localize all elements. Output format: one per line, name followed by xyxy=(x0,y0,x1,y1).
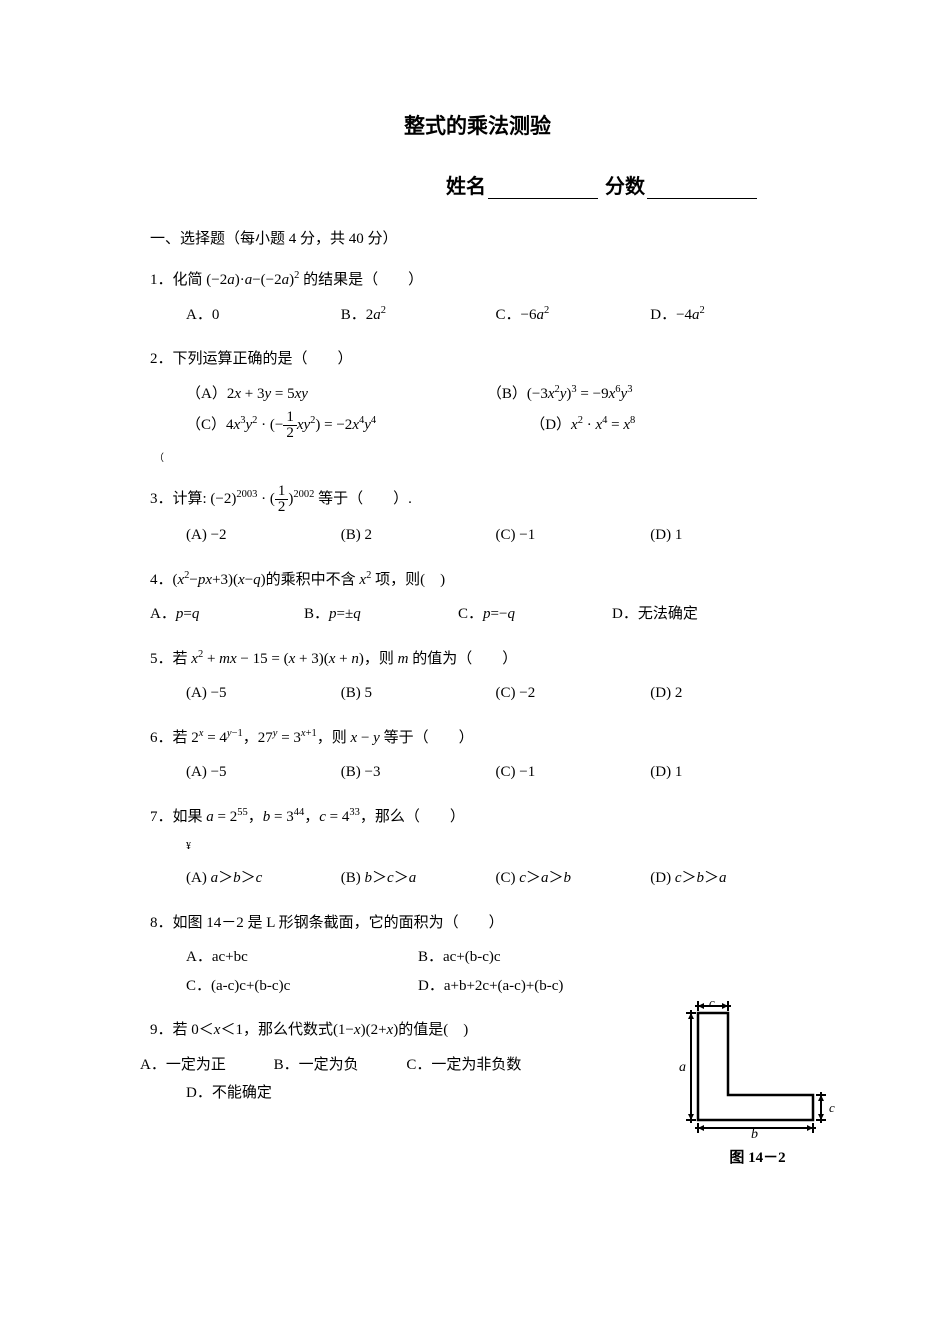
q1-opt-c: C．−6a2 xyxy=(496,301,651,330)
q3-stem: 3．计算: (−2)2003 · (12)2002 等于（ ）. xyxy=(150,484,805,515)
q7-opt-a: (A) a＞b＞c xyxy=(186,864,341,893)
q3-options: (A) −2 (B) 2 (C) −1 (D) 1 xyxy=(150,521,805,550)
q6-stem: 6．若 2x = 4y−1，27y = 3x+1，则 x − y 等于（ ） xyxy=(150,724,805,753)
q8-opt-d: D．a+b+2c+(a-c)+(b-c) xyxy=(418,972,650,1001)
q7-stem: 7．如果 a = 255，b = 344，c = 433，那么（ ） xyxy=(150,803,805,832)
question-8: 8．如图 14－2 是 L 形钢条截面，它的面积为（ ） A．ac+bc B．a… xyxy=(150,909,650,1001)
q4-opt-b: B．p=±q xyxy=(304,600,454,629)
q1-opt-d: D．−4a2 xyxy=(650,301,805,330)
q9-opt-b: B．一定为负 xyxy=(274,1057,359,1073)
l-shape-diagram: c a b c xyxy=(673,995,843,1140)
question-3: 3．计算: (−2)2003 · (12)2002 等于（ ）. (A) −2 … xyxy=(150,484,805,550)
q4-opt-d: D．无法确定 xyxy=(612,600,762,629)
q8-opt-a: A．ac+bc xyxy=(186,943,418,972)
svg-text:a: a xyxy=(679,1060,686,1075)
q4-options: A．p=q B．p=±q C．p=−q D．无法确定 xyxy=(150,600,805,629)
q9-options-line2: D．不能确定 xyxy=(150,1079,670,1108)
q7-options: (A) a＞b＞c (B) b＞c＞a (C) c＞a＞b (D) c＞b＞a xyxy=(150,864,805,893)
q2-opt-a: （A）2x + 3y = 5xy xyxy=(186,380,483,409)
q5-opt-d: (D) 2 xyxy=(650,679,805,708)
q4-opt-c: C．p=−q xyxy=(458,600,608,629)
q6-options: (A) −5 (B) −3 (C) −1 (D) 1 xyxy=(150,758,805,787)
q8-opt-c: C．(a-c)c+(b-c)c xyxy=(186,972,418,1001)
q4-opt-a: A．p=q xyxy=(150,600,300,629)
q6-opt-b: (B) −3 xyxy=(341,758,496,787)
q2-opt-d: （D）x2 · x4 = x8 xyxy=(530,411,778,440)
section-1-heading: 一、选择题（每小题 4 分，共 40 分） xyxy=(150,227,805,248)
q5-options: (A) −5 (B) 5 (C) −2 (D) 2 xyxy=(150,679,805,708)
q6-opt-d: (D) 1 xyxy=(650,758,805,787)
q3-opt-d: (D) 1 xyxy=(650,521,805,550)
q9-opt-d: D．不能确定 xyxy=(186,1085,272,1101)
question-4: 4．(x2−px+3)(x−q)的乘积中不含 x2 项，则( ) A．p=q B… xyxy=(150,566,805,629)
q6-opt-a: (A) −5 xyxy=(186,758,341,787)
q5-opt-c: (C) −2 xyxy=(496,679,651,708)
q7-opt-d: (D) c＞b＞a xyxy=(650,864,805,893)
svg-text:c: c xyxy=(829,1100,835,1115)
question-1: 1．化简 (−2a)·a−(−2a)2 的结果是（ ） A．0 B．2a2 C．… xyxy=(150,266,805,329)
q3-opt-b: (B) 2 xyxy=(341,521,496,550)
q9-stem: 9．若 0＜x＜1，那么代数式(1−x)(2+x)的值是( ) xyxy=(150,1016,670,1045)
q3-opt-c: (C) −1 xyxy=(496,521,651,550)
q9-opt-a: A．一定为正 xyxy=(140,1057,226,1073)
q2-options: （A）2x + 3y = 5xy （B）(−3x2y)3 = −9x6y3 （C… xyxy=(150,380,805,444)
q2-footnote-mark: （ xyxy=(150,449,805,468)
question-7: 7．如果 a = 255，b = 344，c = 433，那么（ ） ¥ (A)… xyxy=(150,803,805,893)
figure-14-2: c a b c 图 14－2 xyxy=(670,995,845,1167)
question-6: 6．若 2x = 4y−1，27y = 3x+1，则 x − y 等于（ ） (… xyxy=(150,724,805,787)
q3-opt-a: (A) −2 xyxy=(186,521,341,550)
q5-stem: 5．若 x2 + mx − 15 = (x + 3)(x + n)，则 m 的值… xyxy=(150,645,805,674)
q8-opt-b: B．ac+(b-c)c xyxy=(418,943,650,972)
q7-opt-b: (B) b＞c＞a xyxy=(341,864,496,893)
question-5: 5．若 x2 + mx − 15 = (x + 3)(x + n)，则 m 的值… xyxy=(150,645,805,708)
q8-options: A．ac+bc B．ac+(b-c)c C．(a-c)c+(b-c)c D．a+… xyxy=(150,943,650,1000)
question-2: 2．下列运算正确的是（ ） （A）2x + 3y = 5xy （B）(−3x2y… xyxy=(150,345,805,468)
q4-stem: 4．(x2−px+3)(x−q)的乘积中不含 x2 项，则( ) xyxy=(150,566,805,595)
q5-opt-b: (B) 5 xyxy=(341,679,496,708)
q1-opt-a: A．0 xyxy=(186,301,341,330)
q9-options-line1: A．一定为正 B．一定为负 C．一定为非负数 xyxy=(140,1051,670,1080)
q2-opt-b: （B）(−3x2y)3 = −9x6y3 xyxy=(487,380,784,409)
q5-opt-a: (A) −5 xyxy=(186,679,341,708)
q7-opt-c: (C) c＞a＞b xyxy=(496,864,651,893)
q1-options: A．0 B．2a2 C．−6a2 D．−4a2 xyxy=(150,301,805,330)
q2-opt-c: （C）4x3y2 · (−12xy2) = −2x4y4 xyxy=(186,410,526,441)
name-blank[interactable] xyxy=(488,177,598,199)
score-label: 分数 xyxy=(605,176,645,198)
page-title: 整式的乘法测验 xyxy=(150,110,805,140)
q1-stem: 1．化简 (−2a)·a−(−2a)2 的结果是（ ） xyxy=(150,266,805,295)
q6-opt-c: (C) −1 xyxy=(496,758,651,787)
q2-stem: 2．下列运算正确的是（ ） xyxy=(150,345,805,374)
name-label: 姓名 xyxy=(446,176,486,198)
name-score-line: 姓名 分数 xyxy=(150,170,805,199)
score-blank[interactable] xyxy=(647,177,757,199)
question-9: 9．若 0＜x＜1，那么代数式(1−x)(2+x)的值是( ) A．一定为正 B… xyxy=(150,1016,670,1108)
figure-caption: 图 14－2 xyxy=(670,1146,845,1167)
q9-opt-c: C．一定为非负数 xyxy=(406,1057,521,1073)
svg-text:c: c xyxy=(709,995,715,1010)
q7-mark: ¥ xyxy=(150,837,805,856)
q8-stem: 8．如图 14－2 是 L 形钢条截面，它的面积为（ ） xyxy=(150,909,650,938)
q1-opt-b: B．2a2 xyxy=(341,301,496,330)
